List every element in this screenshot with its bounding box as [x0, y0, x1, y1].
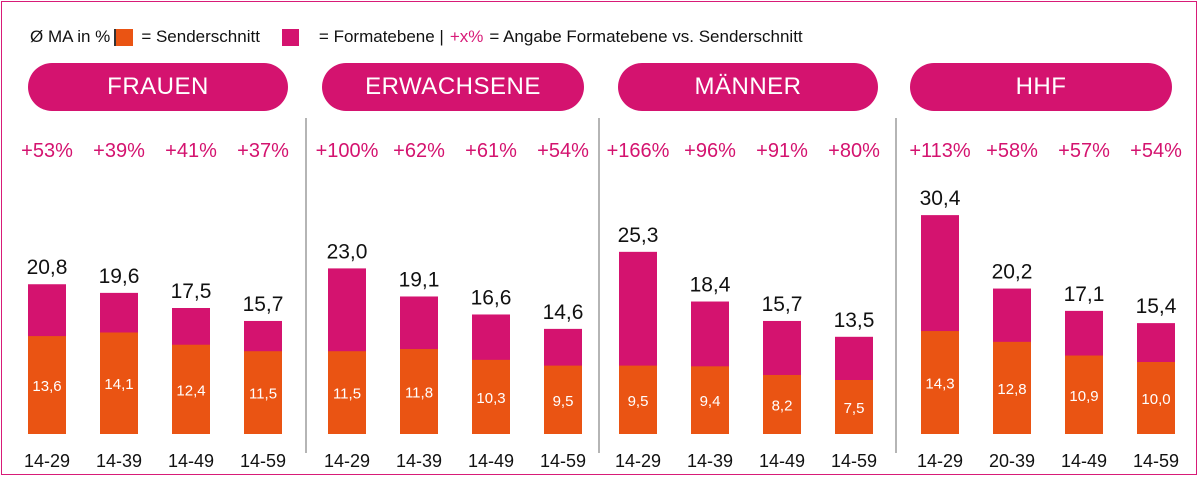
bar-senderschnitt [328, 351, 366, 434]
bar-total-label: 17,1 [1064, 283, 1105, 306]
bar-total-label: 23,0 [327, 240, 368, 263]
bar-senderschnitt [921, 331, 959, 434]
pct-diff-label: +53% [21, 140, 73, 162]
bar-senderschnitt-label: 11,5 [249, 386, 277, 403]
pct-diff-label: +100% [316, 140, 379, 162]
bar-total-label: 15,7 [243, 293, 284, 316]
x-tick-label: 14-29 [24, 451, 70, 471]
pct-diff-label: +96% [684, 140, 736, 162]
bar-total-label: 15,4 [1136, 295, 1177, 318]
bar-senderschnitt [691, 366, 729, 434]
bar-senderschnitt-label: 11,5 [333, 386, 361, 403]
pct-diff-label: +39% [93, 140, 145, 162]
legend-format-swatch [281, 28, 299, 46]
bar-senderschnitt-label: 9,5 [553, 393, 574, 410]
bar-total-label: 20,2 [992, 261, 1033, 284]
pct-diff-label: +61% [465, 140, 517, 162]
bar-total-label: 19,6 [99, 265, 140, 288]
bar-total-label: 17,5 [171, 280, 212, 303]
x-tick-label: 14-59 [540, 451, 586, 471]
x-tick-label: 14-49 [759, 451, 805, 471]
legend-avg-label: Ø MA in % [30, 27, 111, 46]
bar-total-label: 16,6 [471, 286, 512, 309]
bar-total-label: 25,3 [618, 224, 659, 247]
pct-diff-label: +80% [828, 140, 880, 162]
panel-divider [305, 118, 307, 453]
panel-title-frauen: FRAUEN [28, 63, 288, 111]
x-tick-label: 14-39 [396, 451, 442, 471]
pct-diff-label: +113% [909, 140, 971, 162]
bar-senderschnitt-label: 10,0 [1141, 391, 1170, 408]
x-tick-label: 14-39 [96, 451, 142, 471]
pct-diff-label: +41% [165, 140, 217, 162]
bar-senderschnitt-label: 12,8 [997, 381, 1026, 398]
x-tick-label: 14-49 [168, 451, 214, 471]
bar-senderschnitt-label: 9,4 [700, 393, 721, 410]
bar-senderschnitt [400, 349, 438, 434]
bar-senderschnitt [28, 336, 66, 434]
bar-senderschnitt [472, 359, 510, 434]
bar-senderschnitt-label: 14,3 [925, 376, 954, 393]
bar-senderschnitt-label: 7,5 [844, 400, 865, 417]
x-tick-label: 14-29 [324, 451, 370, 471]
legend-format-label: = Formatebene | [318, 27, 444, 46]
bar-total-label: 20,8 [27, 256, 68, 279]
pct-diff-label: +58% [986, 140, 1038, 162]
pct-diff-label: +62% [393, 140, 445, 162]
x-tick-label: 14-29 [615, 451, 661, 471]
x-tick-label: 14-59 [1133, 451, 1179, 471]
bar-senderschnitt-label: 13,6 [32, 378, 61, 395]
pct-diff-label: +57% [1058, 140, 1110, 162]
panel-divider [895, 118, 897, 453]
bar-senderschnitt [544, 365, 582, 434]
x-tick-label: 14-49 [1061, 451, 1107, 471]
legend-sender-swatch [114, 28, 134, 46]
bar-senderschnitt-label: 10,9 [1069, 388, 1098, 405]
bar-senderschnitt [244, 351, 282, 434]
bar-senderschnitt [619, 365, 657, 434]
panel-title-erwachsene: ERWACHSENE [322, 63, 584, 111]
bar-senderschnitt [763, 374, 801, 434]
bar-senderschnitt [100, 332, 138, 434]
bar-senderschnitt-label: 9,5 [628, 393, 649, 410]
bar-senderschnitt-label: 11,8 [405, 385, 433, 402]
x-tick-label: 20-39 [989, 451, 1035, 471]
x-tick-label: 14-59 [831, 451, 877, 471]
panel-divider [598, 118, 600, 453]
pct-diff-label: +91% [756, 140, 808, 162]
pct-diff-label: +54% [1130, 140, 1182, 162]
bar-senderschnitt [1065, 355, 1103, 434]
bar-senderschnitt-label: 10,3 [476, 390, 505, 407]
bar-senderschnitt [993, 341, 1031, 434]
legend-sender-label: = Senderschnitt [141, 27, 260, 46]
pct-diff-label: +37% [237, 140, 289, 162]
bar-total-label: 15,7 [762, 293, 803, 316]
legend: Ø MA in % = Senderschnitt = Formatebene … [30, 24, 803, 50]
bar-senderschnitt [835, 380, 873, 434]
bar-total-label: 18,4 [690, 274, 731, 297]
legend-plus-label: +x% [449, 27, 484, 46]
panel-title-maenner: MÄNNER [618, 63, 878, 111]
bar-total-label: 13,5 [834, 309, 875, 332]
pct-diff-label: +54% [537, 140, 589, 162]
x-tick-label: 14-59 [240, 451, 286, 471]
bar-senderschnitt [172, 344, 210, 434]
panel-title-hhf: HHF [910, 63, 1172, 111]
pct-diff-label: +166% [607, 140, 670, 162]
x-tick-label: 14-39 [687, 451, 733, 471]
x-tick-label: 14-49 [468, 451, 514, 471]
bar-total-label: 14,6 [543, 301, 584, 324]
bar-total-label: 30,4 [920, 187, 961, 210]
bar-senderschnitt [1137, 362, 1175, 434]
bar-senderschnitt-label: 12,4 [176, 382, 205, 399]
legend-plus-desc: = Angabe Formatebene vs. Senderschnitt [489, 27, 803, 46]
x-tick-label: 14-29 [917, 451, 963, 471]
bar-senderschnitt-label: 8,2 [772, 397, 793, 414]
bar-total-label: 19,1 [399, 268, 440, 291]
bar-senderschnitt-label: 14,1 [104, 376, 133, 393]
